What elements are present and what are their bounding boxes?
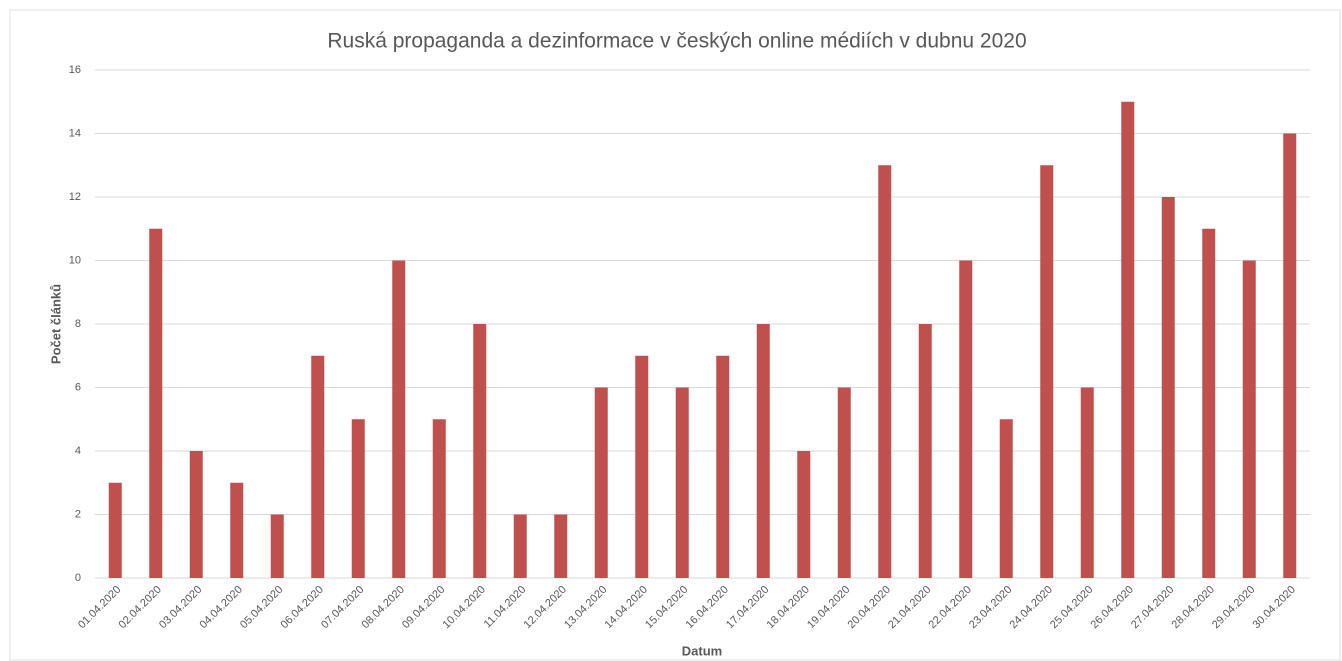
bar: [513, 514, 527, 578]
bar: [635, 355, 649, 578]
bar: [392, 260, 406, 578]
bar: [1040, 165, 1054, 578]
bar: [878, 165, 892, 578]
chart-title: Ruská propaganda a dezinformace v českýc…: [327, 30, 1026, 53]
y-tick-label: 6: [75, 381, 81, 393]
bar: [270, 514, 284, 578]
bar: [1121, 101, 1135, 578]
bar: [1080, 387, 1094, 578]
x-axis-label: Datum: [682, 643, 722, 658]
bar: [149, 228, 163, 578]
bar: [837, 387, 851, 578]
y-tick-label: 14: [69, 127, 81, 139]
bar: [675, 387, 689, 578]
bar: [756, 324, 770, 578]
bar: [918, 324, 932, 578]
bar: [1202, 228, 1216, 578]
bar: [594, 387, 608, 578]
bar: [1242, 260, 1256, 578]
bar: [999, 419, 1013, 578]
bar: [189, 451, 203, 578]
y-tick-label: 16: [69, 64, 81, 76]
bar: [554, 514, 568, 578]
y-tick-label: 2: [75, 508, 81, 520]
y-tick-label: 8: [75, 318, 81, 330]
bar: [311, 355, 325, 578]
bar: [230, 482, 244, 578]
bar: [716, 355, 730, 578]
y-tick-label: 4: [75, 445, 81, 457]
y-tick-label: 10: [69, 254, 81, 266]
bar: [432, 419, 446, 578]
bar: [108, 482, 122, 578]
bar: [797, 451, 811, 578]
chart-border: [9, 9, 1341, 661]
bar: [473, 324, 487, 578]
bar: [1161, 197, 1175, 578]
y-tick-label: 0: [75, 572, 81, 584]
y-tick-label: 12: [69, 191, 81, 203]
bar: [351, 419, 365, 578]
y-axis-label: Počet článků: [48, 284, 63, 364]
bar: [959, 260, 973, 578]
bar: [1283, 133, 1297, 578]
